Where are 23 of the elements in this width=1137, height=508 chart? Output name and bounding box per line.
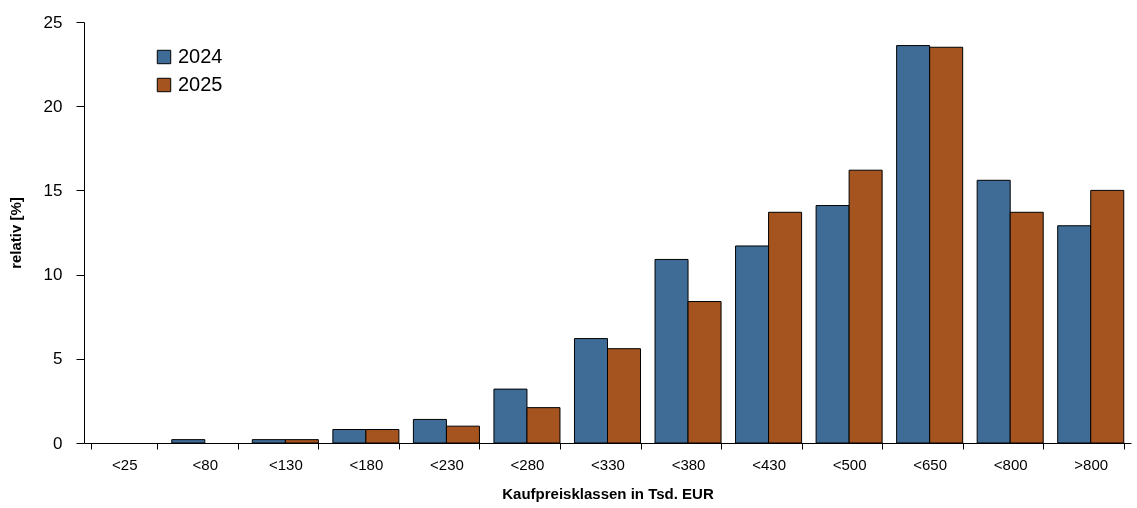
y-tick-label: 10 [43,265,63,285]
y-axis-title: relativ [%] [6,197,24,269]
x-tick-label: <430 [752,455,786,473]
x-tick-label: <330 [591,455,625,473]
legend-label: 2025 [178,73,223,95]
y-tick-label: 15 [43,180,63,200]
x-tick-label: <25 [112,455,138,473]
x-tick-label: <380 [671,455,706,473]
x-tick-label: >800 [1074,455,1109,473]
y-tick-label: 5 [53,349,63,369]
x-axis-title: Kaufpreisklassen in Tsd. EUR [502,484,714,502]
x-tick-label: <800 [993,455,1028,473]
x-tick-label: <230 [430,455,464,473]
x-tick-label: <80 [192,455,219,473]
legend-label: 2024 [178,45,223,67]
x-tick-label: <180 [349,455,384,473]
y-tick-label: 0 [53,433,63,453]
x-tick-label: <130 [268,455,303,473]
x-tick-label: <650 [913,455,948,473]
y-tick-label: 20 [43,96,63,116]
y-tick-label: 25 [43,12,63,32]
x-tick-label: <280 [510,455,545,473]
x-tick-label: <500 [832,455,867,473]
